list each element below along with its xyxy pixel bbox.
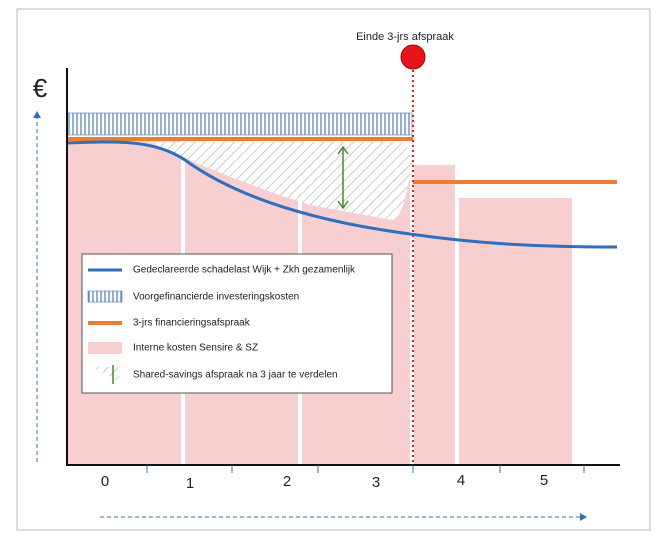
x-label: 4	[457, 472, 465, 489]
annotation: Einde 3-jrs afspraak	[356, 31, 454, 43]
legend-label: Voorgefinancierde investeringskosten	[133, 292, 299, 303]
x-ticks	[146, 465, 585, 473]
x-label: 5	[540, 472, 548, 489]
x-label: 1	[186, 475, 194, 492]
x-label: 3	[372, 474, 380, 491]
legend-key	[87, 290, 123, 303]
legend-label: Interne kosten Sensire & SZ	[133, 343, 258, 354]
legend-label: 3-jrs financieringsafspraak	[133, 318, 251, 329]
legend-label: Shared-savings afspraak na 3 jaar te ver…	[133, 370, 338, 381]
shared-savings-area	[150, 142, 412, 220]
y-label: €	[33, 73, 48, 103]
x-label: 0	[101, 473, 109, 490]
investment-costs	[66, 112, 413, 136]
legend	[81, 253, 393, 394]
savings-arrow	[337, 145, 349, 210]
legend-label: Gedeclareerde schadelast Wijk + Zkh geza…	[133, 265, 356, 276]
claims-curve	[66, 140, 618, 249]
x-label: 2	[283, 473, 291, 490]
legend-key	[88, 342, 122, 354]
direction-arrows	[36, 116, 582, 518]
end-marker	[400, 44, 426, 70]
